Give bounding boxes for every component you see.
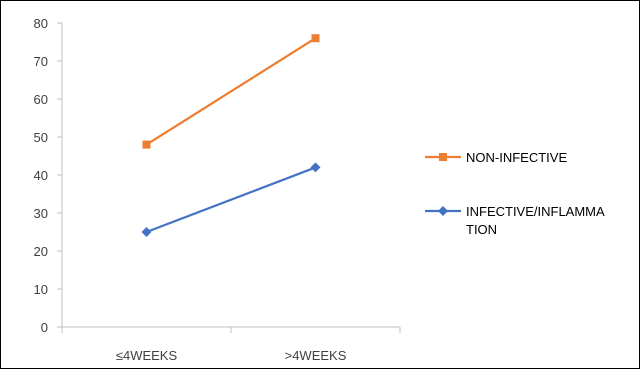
series-layer bbox=[141, 34, 321, 237]
y-axis: 0 10 20 30 40 50 60 70 80 bbox=[34, 16, 63, 335]
legend-entry-1: INFECTIVE/INFLAMMA TION bbox=[425, 204, 605, 237]
series-1 bbox=[141, 162, 321, 237]
x-axis: ≤4WEEKS >4WEEKS bbox=[61, 326, 401, 363]
data-point bbox=[310, 162, 321, 173]
y-tick-label: 40 bbox=[34, 168, 48, 183]
y-tick-label: 30 bbox=[34, 206, 48, 221]
legend-label: TION bbox=[466, 222, 497, 237]
legend-marker bbox=[439, 153, 447, 161]
series-0 bbox=[142, 34, 320, 149]
legend-label: NON-INFECTIVE bbox=[466, 150, 567, 165]
data-point bbox=[142, 140, 151, 149]
y-tick-label: 0 bbox=[41, 320, 48, 335]
series-line bbox=[146, 166, 316, 234]
y-tick-label: 10 bbox=[34, 282, 48, 297]
legend: NON-INFECTIVE INFECTIVE/INFLAMMA TION bbox=[425, 150, 605, 237]
y-tick-label: 70 bbox=[34, 54, 48, 69]
y-tick-label: 60 bbox=[34, 92, 48, 107]
series-line bbox=[145, 37, 317, 146]
x-tick-label: >4WEEKS bbox=[285, 348, 347, 363]
y-tick-label: 80 bbox=[34, 16, 48, 31]
legend-entry-0: NON-INFECTIVE bbox=[425, 150, 567, 165]
y-tick-label: 20 bbox=[34, 244, 48, 259]
x-tick-label: ≤4WEEKS bbox=[116, 348, 178, 363]
legend-marker bbox=[438, 206, 448, 216]
data-point bbox=[141, 227, 152, 237]
data-point bbox=[311, 34, 320, 43]
legend-label: INFECTIVE/INFLAMMA bbox=[466, 204, 605, 219]
y-tick-label: 50 bbox=[34, 130, 48, 145]
